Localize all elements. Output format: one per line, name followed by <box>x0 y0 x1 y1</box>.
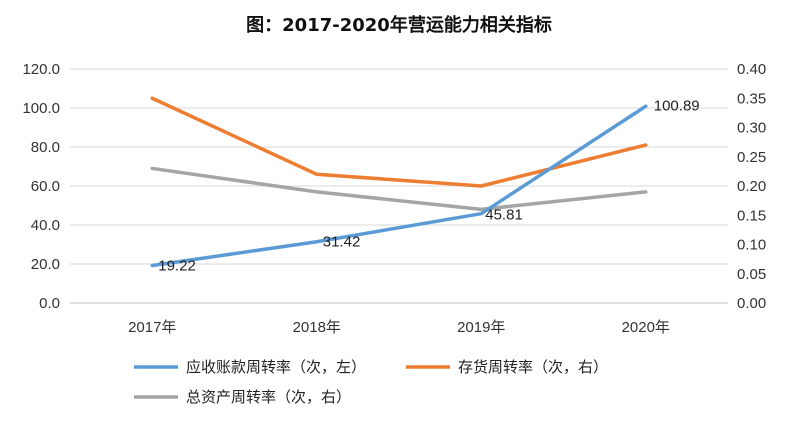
data-label: 100.89 <box>654 97 700 114</box>
data-label: 19.22 <box>158 258 196 275</box>
data-labels: 19.22 31.42 45.81 100.89 <box>158 97 699 274</box>
right-tick-label: 0.20 <box>737 178 766 195</box>
legend-label: 存货周转率（次，右） <box>458 358 608 376</box>
x-tick-label: 2020年 <box>622 319 670 336</box>
right-tick-label: 0.40 <box>737 61 766 78</box>
series-line-3 <box>150 166 648 212</box>
left-tick-label: 80.0 <box>31 139 60 156</box>
legend[interactable]: 应收账款周转率（次，左） 存货周转率（次，右） 总资产周转率（次，右） <box>134 358 608 406</box>
right-axis-ticks: 0.00 0.05 0.10 0.15 0.20 0.25 0.30 0.35 0.40 <box>737 61 766 312</box>
x-tick-label: 2018年 <box>293 319 341 336</box>
right-tick-label: 0.35 <box>737 90 766 107</box>
data-label: 45.81 <box>485 207 523 224</box>
right-tick-label: 0.25 <box>737 149 766 166</box>
x-tick-label: 2019年 <box>457 319 505 336</box>
right-tick-label: 0.10 <box>737 237 766 254</box>
chart-title: 图：2017-2020年营运能力相关指标 <box>246 14 552 36</box>
x-tick-label: 2017年 <box>128 319 176 336</box>
grid <box>70 68 728 304</box>
left-tick-label: 120.0 <box>22 61 60 78</box>
series <box>150 96 648 268</box>
legend-label: 总资产周转率（次，右） <box>186 388 351 406</box>
right-tick-label: 0.00 <box>737 295 766 312</box>
left-tick-label: 60.0 <box>31 178 60 195</box>
left-axis-ticks: 0.0 20.0 40.0 60.0 80.0 100.0 120.0 <box>22 61 60 312</box>
right-tick-label: 0.30 <box>737 120 766 137</box>
series-line-1 <box>150 104 648 268</box>
right-tick-label: 0.05 <box>737 266 766 283</box>
data-label: 31.42 <box>323 234 361 251</box>
left-tick-label: 40.0 <box>31 217 60 234</box>
right-tick-label: 0.15 <box>737 207 766 224</box>
left-tick-label: 20.0 <box>31 256 60 273</box>
legend-label: 应收账款周转率（次，左） <box>186 358 366 376</box>
x-axis-ticks: 2017年 2018年 2019年 2020年 <box>128 319 670 336</box>
series-line-2 <box>150 96 648 188</box>
left-tick-label: 100.0 <box>22 100 60 117</box>
left-tick-label: 0.0 <box>39 295 60 312</box>
